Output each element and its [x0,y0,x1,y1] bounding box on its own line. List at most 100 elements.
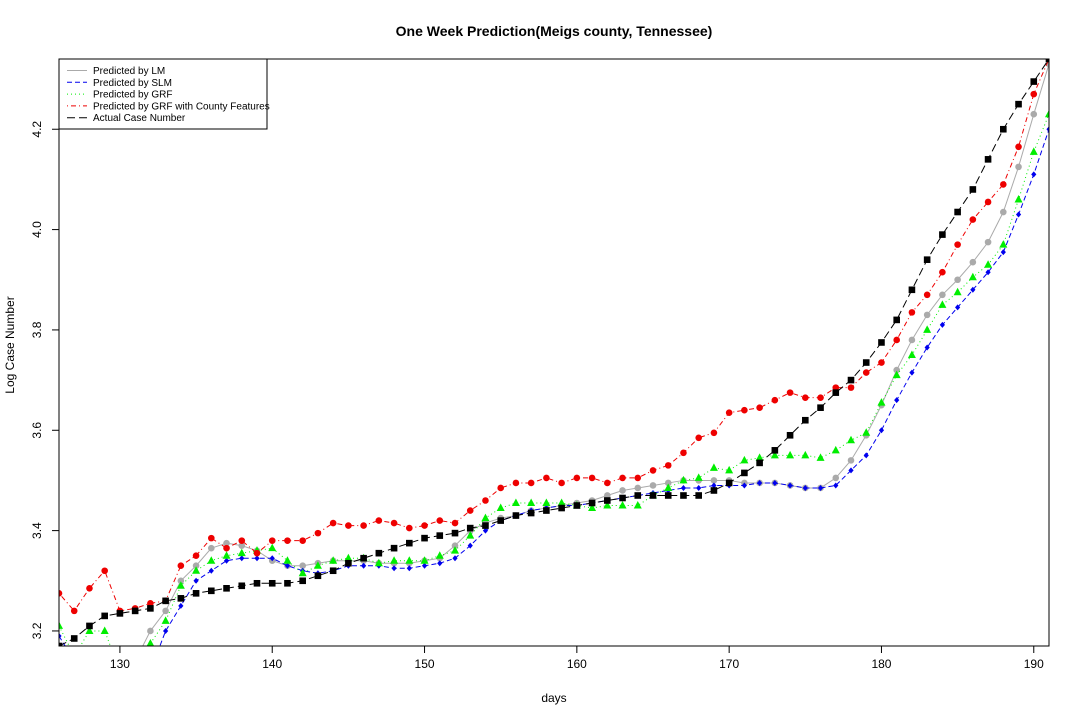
series-4-point [1030,90,1038,98]
series-5-point [360,554,367,562]
series-1-point [939,291,946,299]
series-3-point [313,561,322,569]
series-5-point [436,532,444,539]
x-tick-label: 170 [719,657,739,671]
series-3-point [268,543,277,552]
y-tick-label: 3.4 [30,522,44,539]
series-2-point [1015,211,1022,218]
series-2-point [863,452,869,459]
series-5 [59,59,1049,646]
series-3-point [923,325,932,333]
series-3-point [176,581,185,589]
series-4-point [923,291,931,299]
series-3-point [709,463,718,471]
series-3-point [892,370,901,379]
series-5-point [817,404,824,411]
series-3-point [222,551,231,559]
series-4-point [466,507,474,514]
series-5-point [725,479,733,487]
series-4-point [695,434,702,442]
series-5-point [223,585,230,592]
series-1-point [847,457,855,464]
series-4-point [862,369,870,376]
series-5-point [847,376,855,384]
series-2-point [482,527,489,534]
series-5-point [786,431,794,439]
series-5-point [543,507,550,514]
series-1-point [132,658,139,665]
series-4-point [482,497,489,504]
series-5-point [268,579,276,587]
series-5-point [741,469,748,477]
series-2-point [269,555,275,562]
series-1-point [1030,110,1038,118]
series-4-point [573,474,581,482]
series-3-point [344,553,353,562]
series-2-point [1000,249,1006,256]
series-2-point [787,482,793,489]
series-5-point [1045,59,1049,63]
series-2-point [1031,171,1037,178]
series-5-point [345,559,352,567]
series-4-point [786,389,794,396]
series-3-point [374,558,383,567]
series-5-point [604,497,611,504]
series-2-point [391,565,397,572]
series-4-point [345,522,352,529]
series-2-point [757,479,763,486]
x-axis-title: days [541,691,566,705]
series-5-point [314,572,322,580]
series-3-point [847,435,855,444]
series-2-point [133,668,138,674]
series-2-line [59,129,1049,646]
series-2-point [239,555,245,562]
series-3-point [633,501,642,509]
series-1-point [86,668,93,675]
series-3-point [862,428,871,436]
series-4-point [634,474,642,482]
series-3-point [283,556,292,564]
series-4-point [984,198,992,206]
series-4-line [59,59,1049,612]
series-1-point [451,542,459,549]
series-5-point [1030,78,1038,85]
series-4-point [649,467,657,474]
series-2-point [178,602,184,609]
series-4-point [406,524,413,532]
series-4-point [147,600,154,607]
x-tick-label: 140 [262,657,282,671]
series-4-point [619,474,626,482]
plot-frame [58,58,1050,647]
series-4-point [86,585,93,592]
series-1-point [56,653,63,660]
series-3-point [831,445,840,454]
series-3-point [664,483,673,491]
series-4-point [208,534,215,542]
series-2-point [163,627,169,634]
series-3-point [999,240,1008,248]
series-5-point [406,539,413,547]
series-1-point [954,276,961,284]
series-4-point [527,479,535,487]
series-1-point [984,238,992,246]
series-5-point [710,487,718,494]
series-3-point [1014,194,1023,203]
x-tick-label: 160 [567,657,587,671]
series-5-point [802,416,809,424]
series-4-point [512,479,520,487]
series-4-point [725,409,733,417]
series-3-point [435,551,444,559]
series-1-point [634,484,642,492]
series-4-point [969,216,977,223]
series-3-point [1029,147,1038,155]
series-2-point [878,427,885,434]
series-2-point [894,397,900,404]
series-2-point [59,632,62,639]
y-tick-label: 3.8 [30,321,44,338]
series-1 [56,60,1049,675]
series-2-point [985,269,991,276]
series-4-point [421,522,428,529]
series-5-point [862,359,870,366]
series-2-point [87,668,92,674]
